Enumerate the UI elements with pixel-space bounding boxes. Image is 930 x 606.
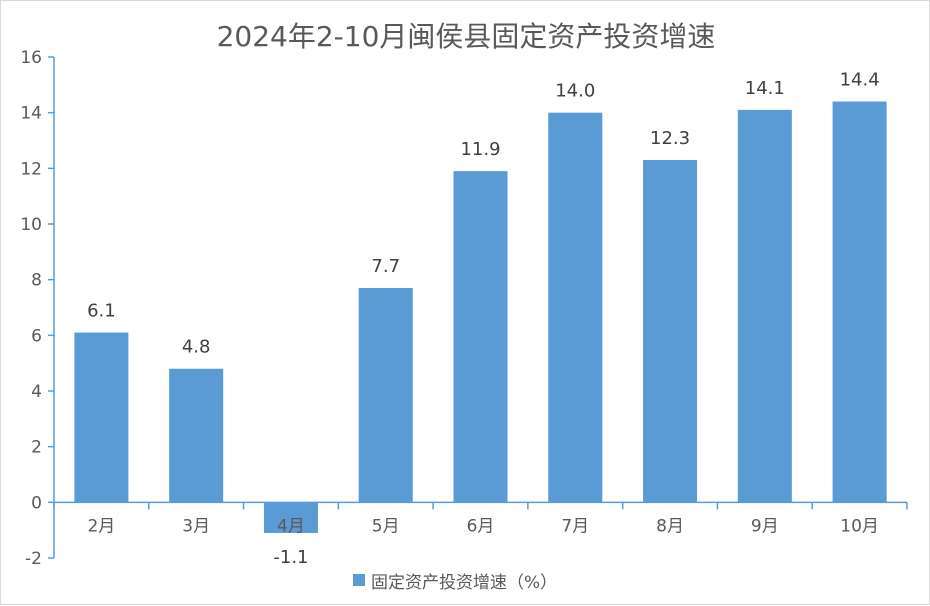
x-category-label: 8月: [656, 516, 684, 536]
x-category-label: 6月: [467, 516, 495, 536]
bar: [453, 171, 508, 503]
bar: [737, 109, 792, 503]
x-category-label: 10月: [840, 516, 879, 536]
y-tick-label: 10: [20, 215, 42, 235]
y-tick-label: 12: [20, 159, 42, 179]
bar: [169, 368, 224, 503]
y-tick-label: 0: [31, 493, 42, 513]
x-category-label: 4月: [277, 516, 305, 536]
bar: [548, 112, 603, 503]
data-label: 11.9: [460, 139, 500, 160]
x-category-label: 2月: [87, 516, 115, 536]
data-label: 14.4: [840, 70, 880, 91]
data-label: 6.1: [87, 301, 116, 322]
chart-title: 2024年2-10月闽侯县固定资产投资增速: [216, 20, 716, 53]
x-category-label: 7月: [561, 516, 589, 536]
data-label: 7.7: [371, 256, 400, 277]
y-tick-label: 4: [31, 382, 42, 402]
y-tick-label: 2: [31, 438, 42, 458]
y-tick-label: 6: [31, 326, 42, 346]
legend: 固定资产投资增速（%）: [353, 570, 558, 593]
y-tick-label: -2: [25, 549, 42, 569]
bar: [832, 101, 887, 503]
legend-label: 固定资产投资增速（%）: [371, 572, 558, 593]
y-tick-label: 14: [20, 104, 42, 124]
data-label: 14.1: [745, 78, 785, 99]
y-tick-label: 16: [20, 48, 42, 68]
x-category-label: 5月: [372, 516, 400, 536]
data-label: 12.3: [650, 128, 690, 149]
data-label: 14.0: [555, 81, 595, 102]
bar: [263, 502, 318, 533]
data-label: -1.1: [273, 547, 308, 568]
y-tick-label: 8: [31, 271, 42, 291]
bar: [643, 159, 698, 503]
bar: [74, 332, 129, 503]
data-label: 4.8: [182, 337, 211, 358]
bar: [358, 288, 413, 503]
legend-swatch: [353, 574, 365, 586]
x-category-label: 9月: [751, 516, 779, 536]
x-category-label: 3月: [182, 516, 210, 536]
